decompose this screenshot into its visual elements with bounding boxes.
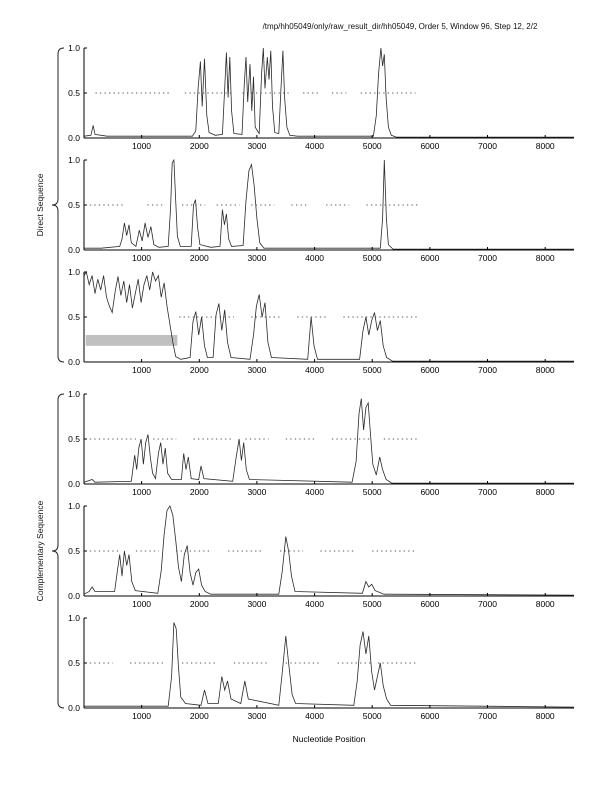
x-axis-label: Nucleotide Position <box>292 734 366 744</box>
x-tick-label: 1000 <box>132 253 151 263</box>
x-tick-label: 7000 <box>478 253 497 263</box>
x-tick-label: 8000 <box>536 711 555 721</box>
x-tick-label: 4000 <box>305 365 324 375</box>
x-tick-label: 3000 <box>247 141 266 151</box>
probability-trace-direct-frame-3 <box>83 270 574 362</box>
x-tick-label: 6000 <box>420 599 439 609</box>
x-tick-label: 7000 <box>478 487 497 497</box>
y-tick-label: 1.0 <box>68 267 80 277</box>
panel-complementary-frame-2: 1000 2000 3000 4000 5000 6000 7000 8000 0.0 0.5 1.… <box>68 501 575 609</box>
x-tick-label: 4000 <box>305 599 324 609</box>
y-tick-label: 0.0 <box>68 479 80 489</box>
x-tick-label: 7000 <box>478 599 497 609</box>
panels-stack: 1000 2000 3000 4000 5000 6000 7000 8000 0.0 0.5 1.… <box>52 42 577 724</box>
x-tick-label: 2000 <box>190 711 209 721</box>
x-tick-label: 8000 <box>536 253 555 263</box>
panel-complementary-frame-3: 1000 2000 3000 4000 5000 6000 7000 8000 0.0 0.5 1.… <box>68 613 575 721</box>
x-tick-label: 1000 <box>132 141 151 151</box>
y-tick-label: 1.0 <box>68 501 80 511</box>
probability-trace-direct-frame-2 <box>84 158 574 250</box>
y-tick-label: 1.0 <box>68 389 80 399</box>
x-tick-label: 3000 <box>247 599 266 609</box>
x-tick-label: 3000 <box>247 253 266 263</box>
probability-trace-complementary-frame-1 <box>83 398 574 484</box>
y-tick-label: 0.5 <box>68 434 80 444</box>
x-tick-label: 8000 <box>536 487 555 497</box>
panel-direct-frame-1: 1000 2000 3000 4000 5000 6000 7000 8000 0.0 0.5 1.… <box>68 43 574 151</box>
complementary-sequence-label: Complementary Sequence <box>35 500 45 602</box>
x-tick-label: 6000 <box>420 487 439 497</box>
x-tick-label: 7000 <box>478 365 497 375</box>
direct-group-brace <box>51 47 65 363</box>
x-tick-label: 2000 <box>190 141 209 151</box>
x-tick-label: 8000 <box>536 599 555 609</box>
y-tick-label: 1.0 <box>68 155 80 165</box>
x-tick-label: 2000 <box>190 365 209 375</box>
panel-complementary-frame-1: 1000 2000 3000 4000 5000 6000 7000 8000 0.0 0.5 1.… <box>68 389 574 497</box>
x-tick-label: 1000 <box>132 599 151 609</box>
x-tick-label: 8000 <box>536 365 555 375</box>
x-tick-label: 6000 <box>420 365 439 375</box>
y-tick-label: 0.5 <box>68 546 80 556</box>
x-tick-label: 5000 <box>363 141 382 151</box>
y-tick-label: 0.5 <box>68 658 80 668</box>
x-tick-label: 5000 <box>363 253 382 263</box>
x-tick-label: 1000 <box>132 365 151 375</box>
x-tick-label: 2000 <box>190 253 209 263</box>
y-tick-label: 0.5 <box>68 88 80 98</box>
plot-title: /tmp/hh05049/only/raw_result_dir/hh05049… <box>262 22 538 31</box>
x-tick-label: 2000 <box>190 487 209 497</box>
panel-direct-frame-2: 1000 2000 3000 4000 5000 6000 7000 8000 0.0 0.5 1.… <box>68 155 574 263</box>
probability-trace-direct-frame-1 <box>83 47 574 138</box>
x-tick-label: 3000 <box>247 365 266 375</box>
direct-sequence-label: Direct Sequence <box>35 173 45 237</box>
x-tick-label: 3000 <box>247 487 266 497</box>
x-tick-label: 7000 <box>478 711 497 721</box>
y-tick-label: 1.0 <box>68 43 80 53</box>
group-braces <box>51 47 65 709</box>
x-tick-label: 5000 <box>363 487 382 497</box>
x-tick-label: 5000 <box>363 599 382 609</box>
predicted-region-bar <box>85 335 178 346</box>
y-tick-label: 0.0 <box>68 133 80 143</box>
x-tick-label: 5000 <box>363 365 382 375</box>
x-tick-label: 4000 <box>305 253 324 263</box>
y-tick-label: 0.0 <box>68 591 80 601</box>
y-tick-label: 0.5 <box>68 200 80 210</box>
probability-trace-complementary-frame-2 <box>83 505 575 596</box>
panel-direct-frame-3: 1000 2000 3000 4000 5000 6000 7000 8000 0.0 0.5 1.… <box>68 267 574 375</box>
x-tick-label: 7000 <box>478 141 497 151</box>
x-tick-label: 1000 <box>132 711 151 721</box>
y-tick-label: 0.5 <box>68 312 80 322</box>
complementary-group-brace <box>51 393 65 709</box>
y-tick-label: 1.0 <box>68 613 80 623</box>
x-tick-label: 1000 <box>132 487 151 497</box>
x-tick-label: 4000 <box>305 487 324 497</box>
y-tick-label: 0.0 <box>68 245 80 255</box>
x-tick-label: 6000 <box>420 253 439 263</box>
probability-trace-complementary-frame-3 <box>84 622 575 708</box>
x-tick-label: 4000 <box>305 711 324 721</box>
x-tick-label: 8000 <box>536 141 555 151</box>
x-tick-label: 2000 <box>190 599 209 609</box>
y-tick-label: 0.0 <box>68 703 80 713</box>
x-tick-label: 4000 <box>305 141 324 151</box>
x-tick-label: 6000 <box>420 141 439 151</box>
y-tick-label: 0.0 <box>68 357 80 367</box>
x-tick-label: 6000 <box>420 711 439 721</box>
x-tick-label: 3000 <box>247 711 266 721</box>
x-tick-label: 5000 <box>363 711 382 721</box>
